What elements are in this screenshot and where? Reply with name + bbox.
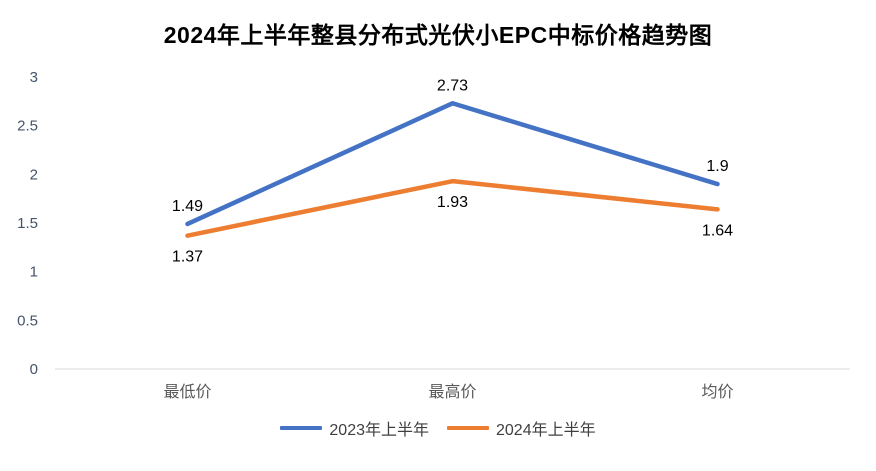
y-axis-tick-label: 2.5 <box>17 118 38 135</box>
legend: 2023年上半年 2024年上半年 <box>0 416 876 440</box>
y-axis-tick-label: 1.5 <box>17 215 38 232</box>
data-label: 1.37 <box>172 249 203 266</box>
series-line-2024年上半年 <box>185 178 720 238</box>
chart-title: 2024年上半年整县分布式光伏小EPC中标价格趋势图 <box>163 22 713 48</box>
x-axis-category-label: 均价 <box>701 383 733 401</box>
y-axis-tick-label: 2 <box>30 166 38 183</box>
legend-label-2023: 2023年上半年 <box>329 422 429 439</box>
legend-item-2024[interactable]: 2024年上半年 <box>447 416 596 440</box>
data-label: 1.9 <box>706 158 728 175</box>
y-axis-tick-label: 3 <box>30 69 38 86</box>
y-axis-tick-label: 1 <box>30 264 38 281</box>
legend-item-2023[interactable]: 2023年上半年 <box>280 416 429 440</box>
legend-swatch-2024-line <box>447 426 489 430</box>
x-axis-category-label: 最高价 <box>428 383 476 401</box>
data-label: 1.93 <box>437 194 468 211</box>
x-axis-category-label: 最低价 <box>163 383 211 401</box>
data-label: 1.49 <box>172 198 203 215</box>
data-label: 2.73 <box>437 77 468 94</box>
data-label: 1.64 <box>702 222 733 239</box>
y-axis-tick-label: 0.5 <box>17 312 38 329</box>
y-axis-tick-label: 0 <box>30 361 38 378</box>
legend-label-2024: 2024年上半年 <box>496 422 596 439</box>
legend-swatch-2023-line <box>280 426 323 430</box>
line-chart-svg: 0 0.5 1 1.5 2 2.5 3 最低价 最高价 均价 1.49 2.73 1.9 1.37 1.93… <box>17 69 850 401</box>
series-line-2023年上半年 <box>185 101 720 227</box>
